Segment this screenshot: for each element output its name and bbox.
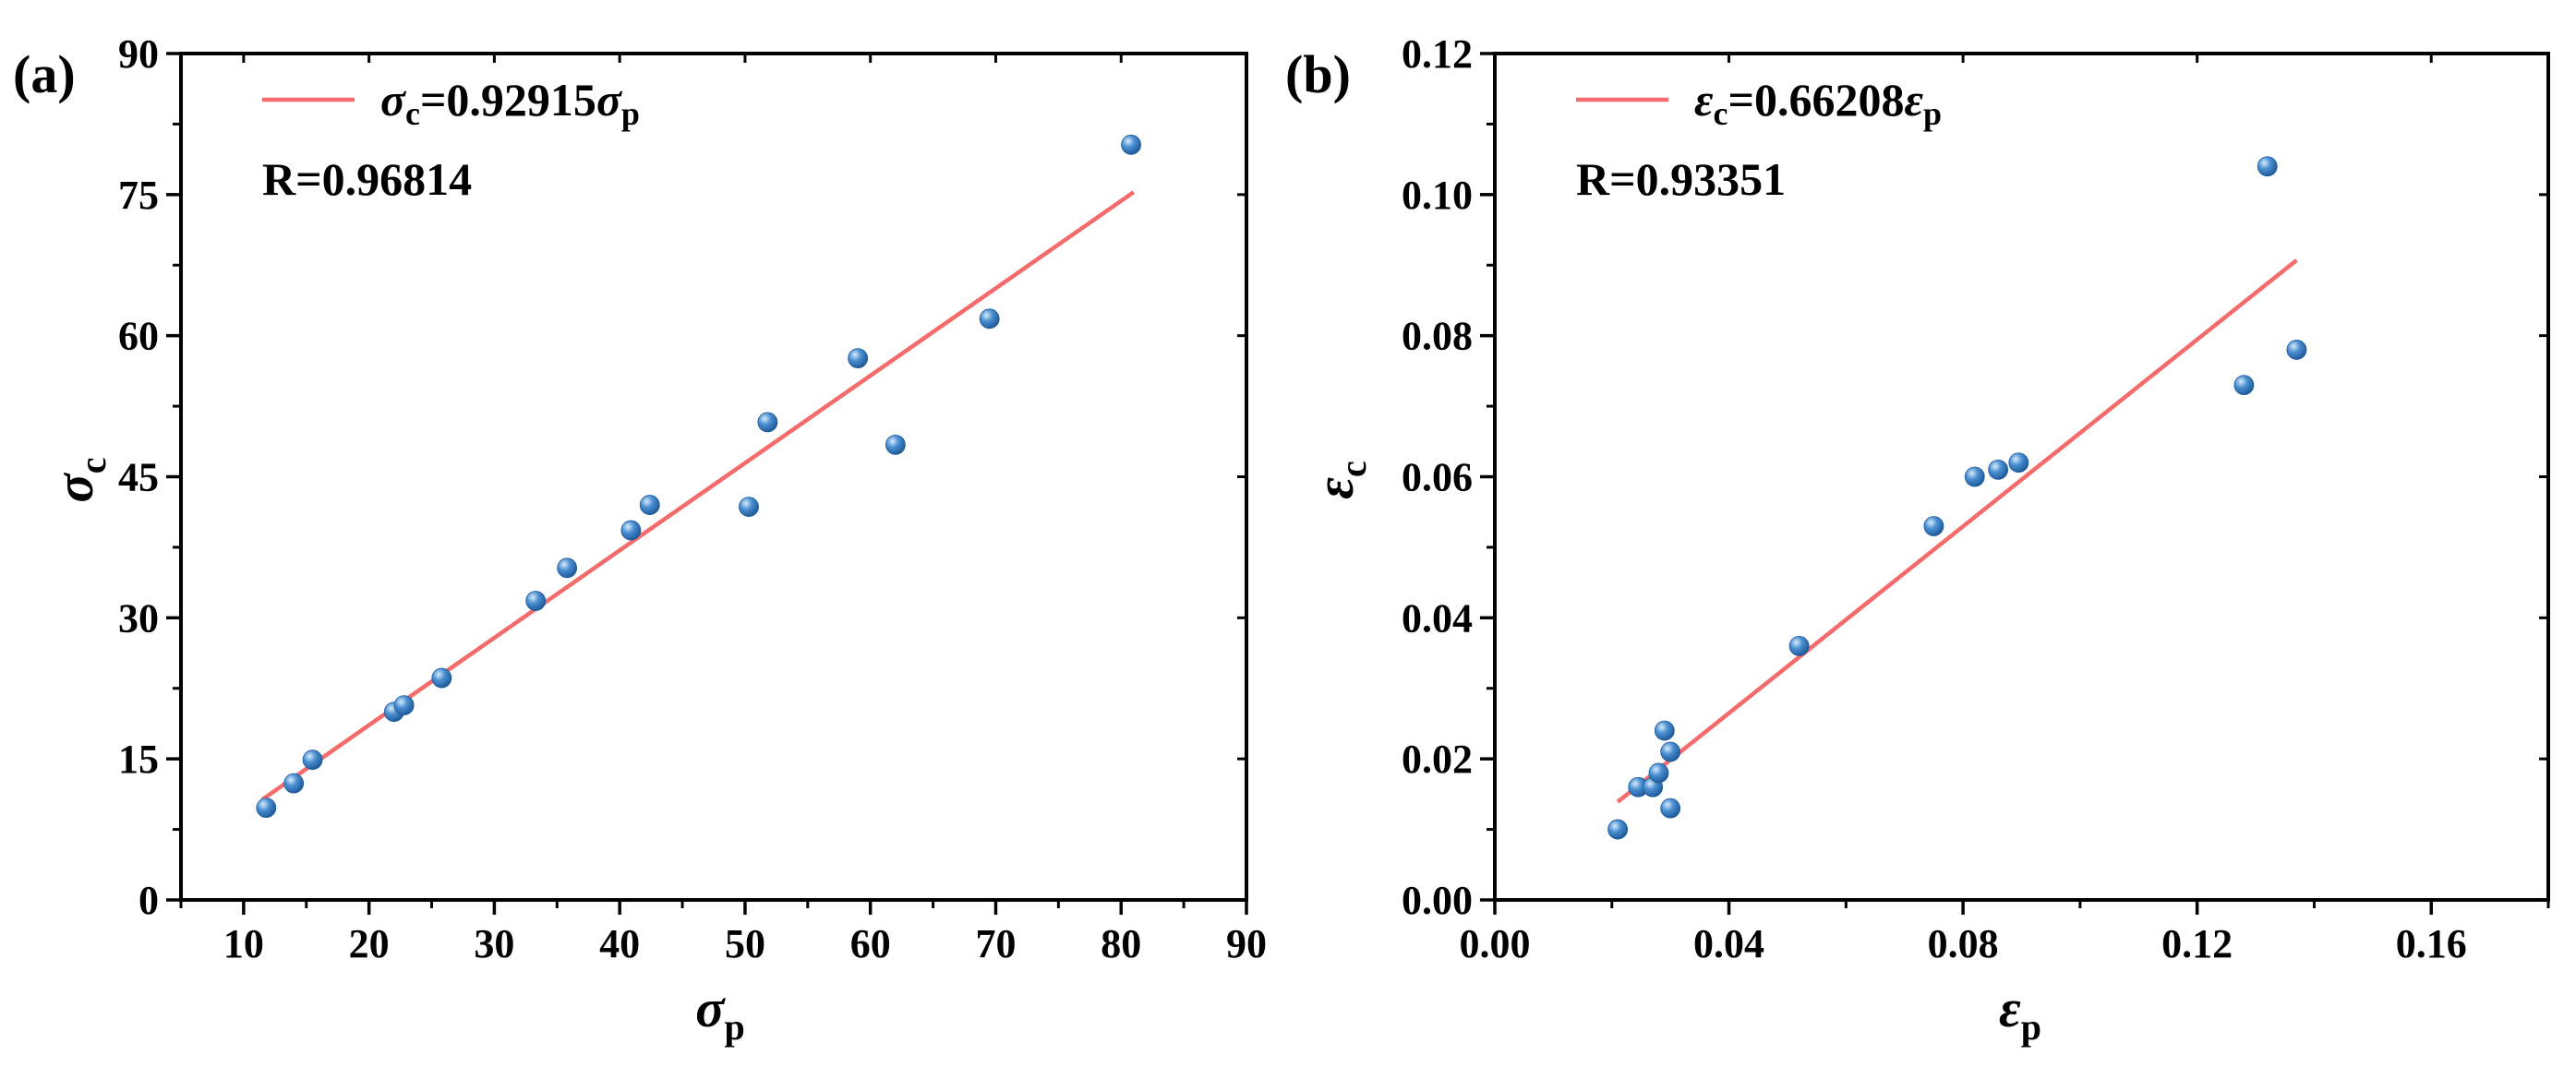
x-tick-label: 0.16 [2396,921,2467,966]
data-point [1654,720,1675,741]
y-tick-label: 90 [118,31,159,77]
data-point [2008,452,2029,474]
data-point [2257,156,2278,177]
data-point [739,497,759,518]
data-point [525,591,547,611]
panel-label-b: (b) [1285,44,1351,104]
y-tick-label: 0.00 [1402,878,1473,923]
data-point [639,495,660,515]
fit-line-b [1616,258,2298,804]
data-point [620,520,642,541]
data-point [2286,340,2307,360]
y-tick-label: 45 [118,455,159,500]
x-tick-label: 0.00 [1460,921,1531,966]
legend-r-value-b: R=0.93351 [1576,153,1786,205]
legend-r-value-a: R=0.96814 [262,153,472,205]
data-point [431,667,452,689]
y-tick-label: 0.04 [1402,595,1473,641]
x-tick-label: 70 [975,921,1016,966]
data-point [1988,459,2009,480]
data-point [1923,516,1944,536]
x-tick-label: 80 [1101,921,1141,966]
y-tick-label: 0.10 [1402,173,1473,218]
x-tick-label: 60 [850,921,891,966]
y-tick-label: 60 [118,314,159,359]
panel-label-a: (a) [13,44,76,104]
y-tick-label: 30 [118,595,159,641]
y-axis-title-b: εc [1305,461,1374,499]
data-point [283,773,305,794]
x-tick-label: 50 [725,921,765,966]
y-tick-label: 0.02 [1402,737,1473,782]
y-tick-label: 15 [118,737,159,782]
x-tick-label: 0.12 [2161,921,2233,966]
data-point [557,557,578,579]
y-tick-label: 0.06 [1402,455,1473,500]
data-point [393,695,415,715]
y-tick-label: 0.08 [1402,314,1473,359]
data-point [256,797,277,819]
data-point [1964,466,1985,487]
panel-b: 0.00 0.04 0.08 0.12 0.16 0.00 0.02 0.04 0.06 0.08… [1285,31,2550,1048]
x-axis-title-a: σp [695,978,745,1048]
x-tick-label: 20 [349,921,390,966]
data-point [1788,636,1810,656]
legend-equation-b: εc=0.66208εp [1694,74,1942,132]
x-axis-title-b: εp [1999,978,2041,1048]
data-point [979,308,1000,330]
data-point [1121,134,1141,155]
y-tick-label: 0.12 [1402,31,1473,77]
y-axis-title-a: σc [44,457,114,502]
data-point [302,749,323,771]
data-point [1648,762,1669,784]
legend-equation-a: σc=0.92915σp [380,74,640,132]
y-tick-label: 75 [118,173,159,218]
data-point [2233,375,2255,396]
data-point [848,348,869,369]
x-tick-label: 0.08 [1928,921,1999,966]
x-tick-label: 30 [474,921,514,966]
data-point [757,412,778,433]
data-point [1660,797,1681,819]
data-point [1660,741,1681,762]
data-point [1607,819,1629,840]
panel-a: 10 20 30 40 50 60 70 80 90 0 15 30 45 60 75 90 (a) σp σc σc… [13,31,1267,1048]
data-point [885,434,906,455]
x-tick-label: 40 [599,921,640,966]
y-tick-label: 0 [138,878,159,923]
x-tick-label: 90 [1226,921,1267,966]
x-tick-label: 0.04 [1693,921,1764,966]
x-tick-label: 10 [223,921,264,966]
